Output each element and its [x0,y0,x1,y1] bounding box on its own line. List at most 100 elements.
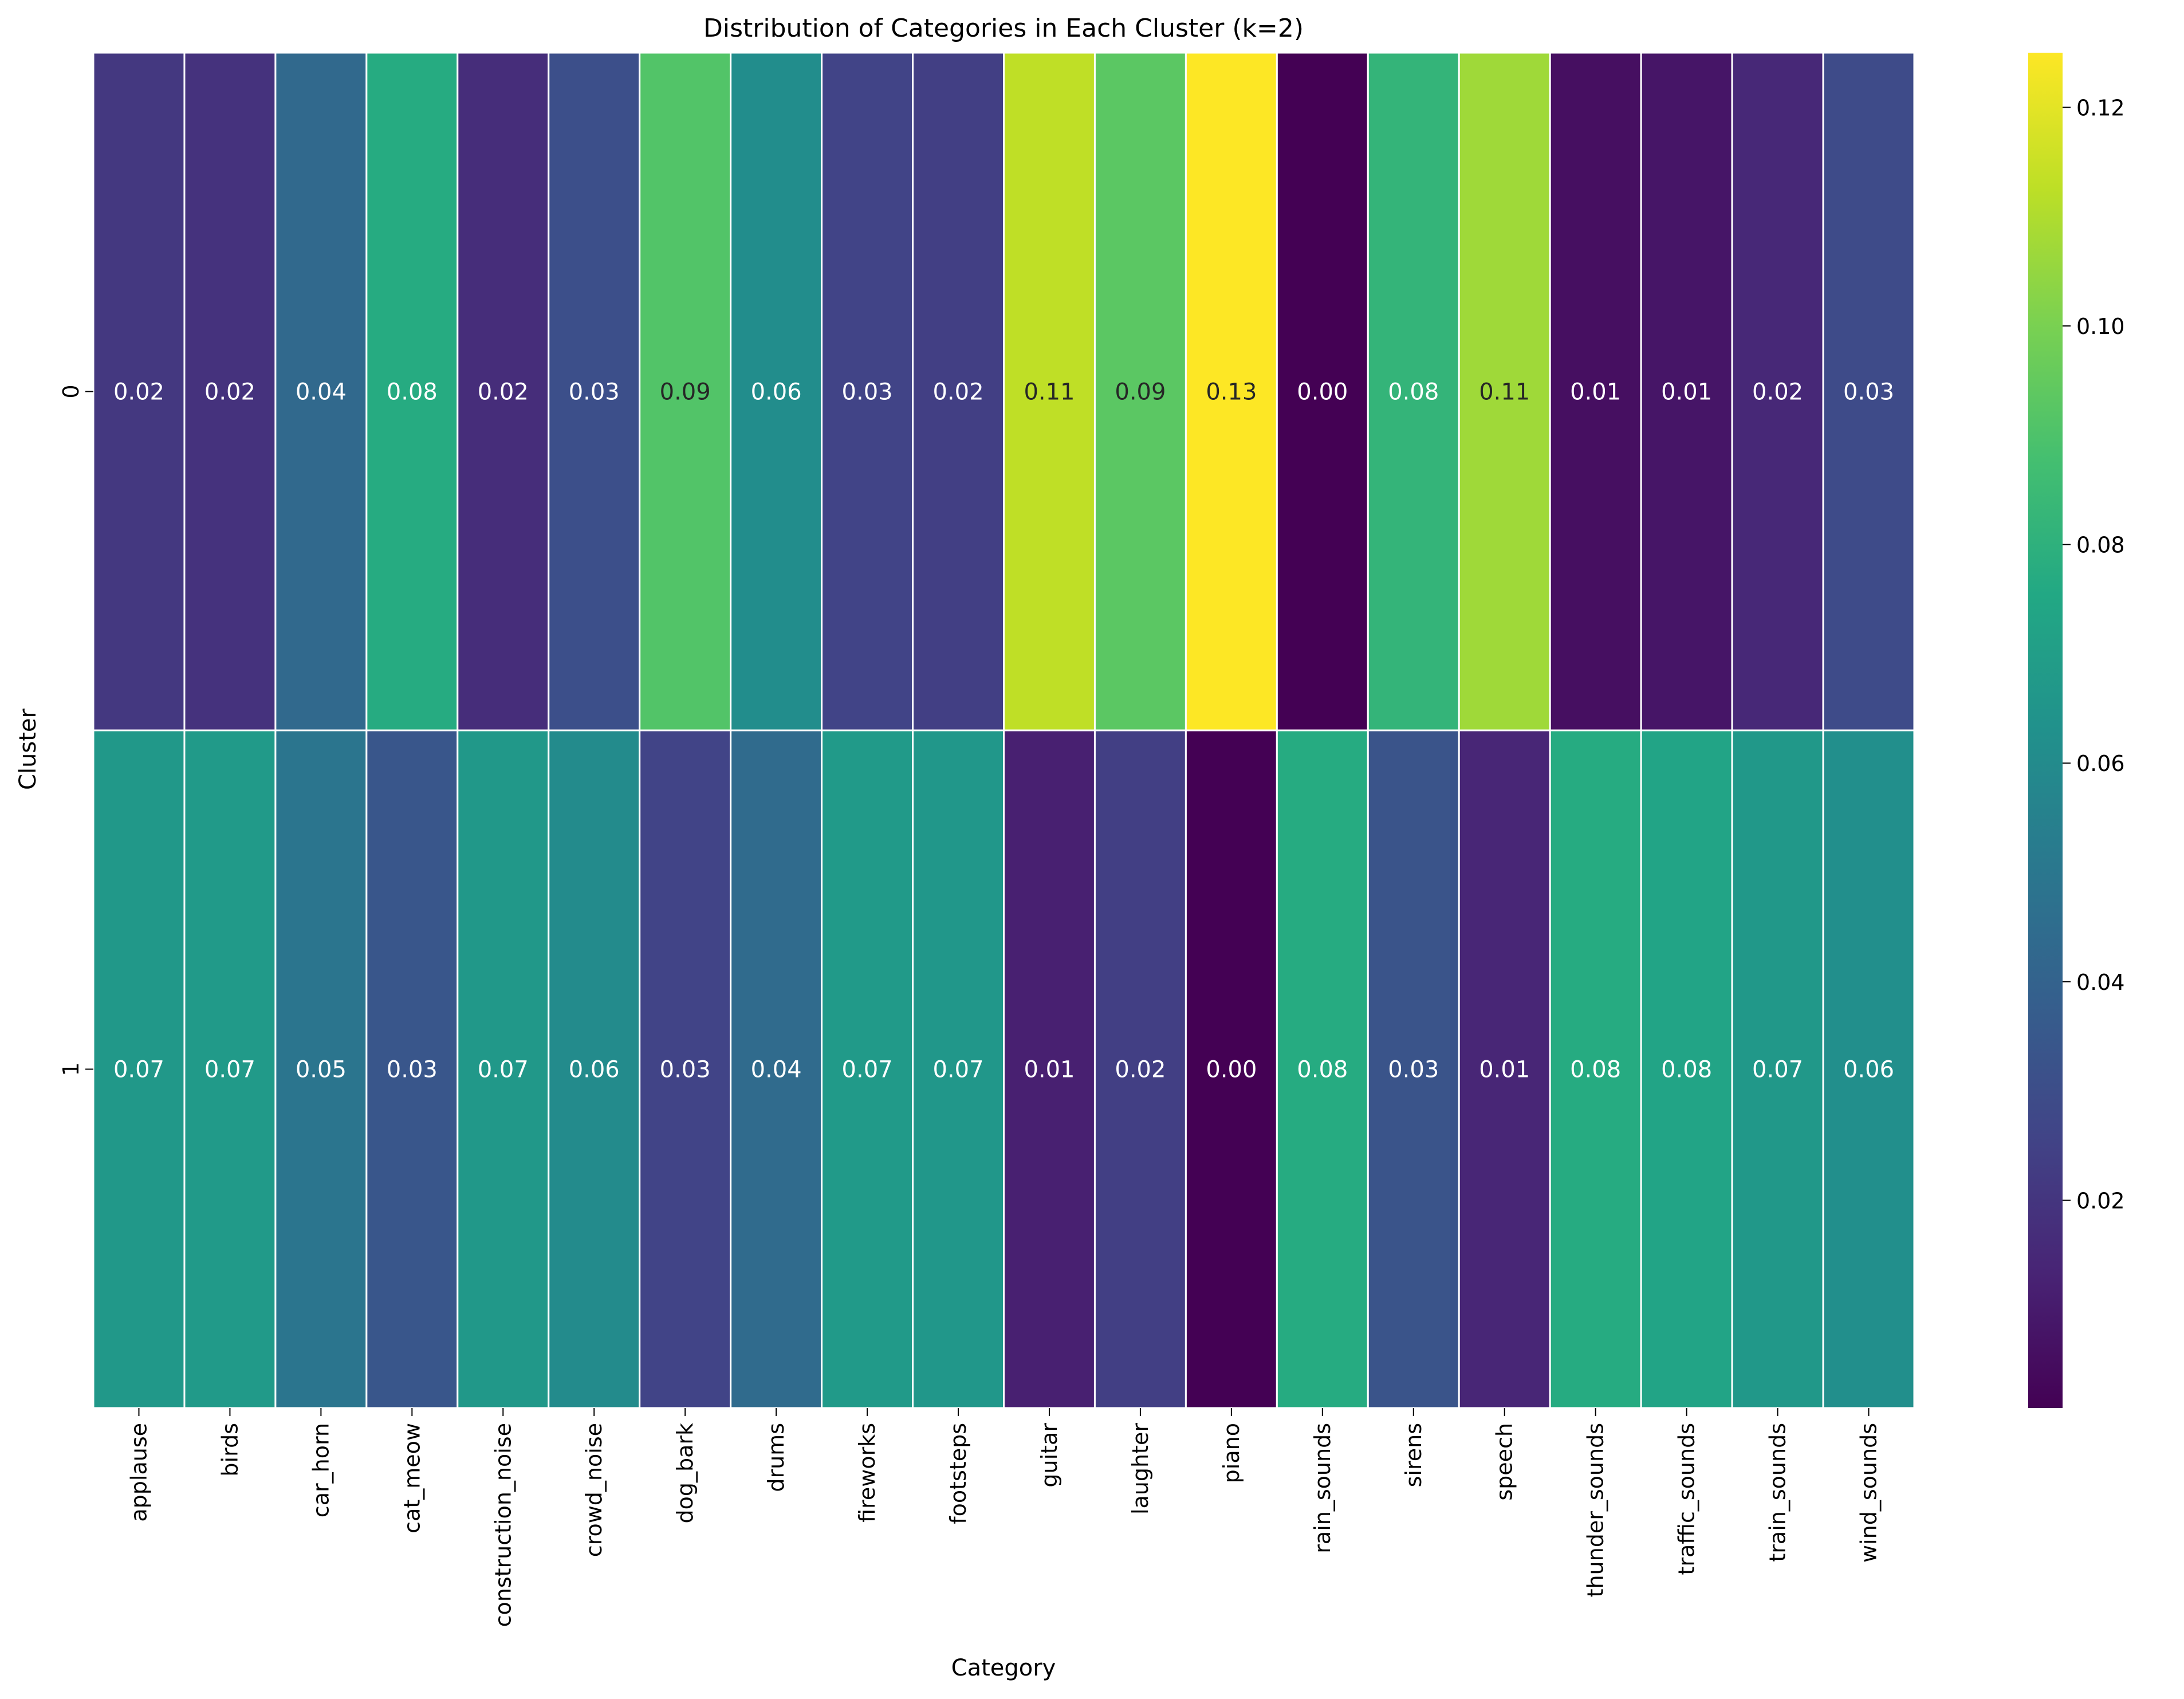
colorbar-tick-label: 0.10 [2076,314,2125,339]
colorbar-tick-label: 0.04 [2076,970,2125,995]
heatmap-cell-0-sirens [1367,52,1460,731]
colorbar-tick-label: 0.06 [2076,751,2125,776]
x-tick-label-speech: speech [1492,1423,1517,1501]
x-tick-label-fireworks: fireworks [855,1423,880,1523]
cell-value-label: 0.02 [204,379,255,406]
cell-value-label: 0.04 [296,379,347,406]
heatmap-cell-1-applause [92,729,186,1409]
cell-value-label: 0.11 [1024,379,1075,406]
x-tick-label-sirens: sirens [1401,1423,1426,1487]
heatmap-cells [92,52,1915,1409]
x-tick-label-crowd_noise: crowd_noise [581,1423,607,1557]
cell-value-label: 0.11 [1479,379,1530,406]
heatmap-cell-1-dog_bark [639,729,732,1409]
heatmap-cell-0-crowd_noise [548,52,641,731]
heatmap-cell-1-wind_sounds [1822,729,1915,1409]
cell-value-label: 0.06 [1843,1057,1894,1083]
cell-value-label: 0.08 [1661,1057,1712,1083]
heatmap-cell-1-thunder_sounds [1549,729,1642,1409]
heatmap-cell-0-laughter [1093,52,1187,731]
heatmap-cell-labels: 0.02 0.02 0.04 0.08 0.02 0.03 0.09 0.06 0.03 0.02… [113,379,1894,1083]
cell-value-label: 0.02 [113,379,164,406]
cell-value-label: 0.03 [569,379,620,406]
cell-value-label: 0.02 [932,379,983,406]
x-tick-label-train_sounds: train_sounds [1765,1423,1791,1562]
cell-value-label: 0.07 [204,1057,255,1083]
cell-value-label: 0.03 [387,1057,438,1083]
cell-value-label: 0.07 [1752,1057,1803,1083]
heatmap-cell-0-applause [92,52,186,731]
heatmap-cell-0-speech [1458,52,1551,731]
colorbar-tick-label: 0.02 [2076,1188,2125,1213]
heatmap-cell-0-wind_sounds [1822,52,1915,731]
heatmap-cell-0-drums [730,52,823,731]
heatmap-cell-0-piano [1185,52,1278,731]
colorbar-tick-label: 0.12 [2076,95,2125,120]
cell-value-label: 0.00 [1297,379,1348,406]
heatmap-cell-1-car_horn [274,729,368,1409]
heatmap-cell-1-birds [183,729,277,1409]
cell-value-label: 0.06 [569,1057,620,1083]
x-tick-label-wind_sounds: wind_sounds [1856,1423,1882,1563]
x-axis-label: Category [951,1655,1056,1681]
x-tick-label-rain_sounds: rain_sounds [1310,1423,1335,1554]
cell-value-label: 0.13 [1206,379,1257,406]
heatmap-cell-1-drums [730,729,823,1409]
heatmap-cell-1-speech [1458,729,1551,1409]
x-tick-label-traffic_sounds: traffic_sounds [1674,1423,1699,1575]
heatmap-cell-0-cat_meow [365,52,459,731]
cell-value-label: 0.09 [1115,379,1166,406]
cell-value-label: 0.07 [842,1057,893,1083]
x-tick-label-laughter: laughter [1128,1423,1153,1515]
cell-value-label: 0.01 [1661,379,1712,406]
y-tick-label-0: 0 [58,384,84,398]
cell-value-label: 0.02 [478,379,529,406]
colorbar-tick-label: 0.08 [2076,533,2125,558]
heatmap-cell-1-sirens [1367,729,1460,1409]
x-tick-label-cat_meow: cat_meow [399,1423,424,1533]
cell-value-label: 0.08 [1570,1057,1621,1083]
cell-value-label: 0.03 [660,1057,711,1083]
cell-value-label: 0.04 [751,1057,802,1083]
heatmap-cell-0-traffic_sounds [1640,52,1733,731]
cell-value-label: 0.03 [1388,1057,1439,1083]
cell-value-label: 0.03 [842,379,893,406]
chart-title: Distribution of Categories in Each Clust… [703,14,1304,43]
y-axis-label: Cluster [15,708,41,790]
heatmap-cell-1-train_sounds [1731,729,1824,1409]
cell-value-label: 0.09 [660,379,711,406]
x-tick-label-applause: applause [126,1423,151,1522]
cell-value-label: 0.08 [1297,1057,1348,1083]
heatmap-cell-0-construction_noise [457,52,550,731]
x-tick-label-drums: drums [764,1423,789,1492]
cell-value-label: 0.07 [113,1057,164,1083]
cell-value-label: 0.01 [1479,1057,1530,1083]
cell-value-label: 0.02 [1115,1057,1166,1083]
cell-value-label: 0.01 [1024,1057,1075,1083]
x-tick-label-birds: birds [217,1423,242,1477]
cell-value-label: 0.06 [751,379,802,406]
x-axis-ticks: applause birds car_horn cat_meow constructio… [126,1408,1882,1627]
x-tick-label-thunder_sounds: thunder_sounds [1583,1423,1608,1597]
cell-value-label: 0.07 [932,1057,983,1083]
cell-value-label: 0.08 [1388,379,1439,406]
heatmap-cell-0-train_sounds [1731,52,1824,731]
colorbar-ticks: 0.02 0.04 0.06 0.08 0.10 0.12 [2063,95,2125,1213]
x-tick-label-guitar: guitar [1037,1423,1062,1488]
x-tick-label-dog_bark: dog_bark [672,1423,698,1524]
heatmap-cell-0-rain_sounds [1276,52,1369,731]
heatmap-cell-0-car_horn [274,52,368,731]
heatmap-cell-0-birds [183,52,277,731]
y-axis-ticks: 01 [58,384,93,1076]
cell-value-label: 0.02 [1752,379,1803,406]
colorbar [2028,53,2063,1408]
heatmap-cell-1-traffic_sounds [1640,729,1733,1409]
x-tick-label-footsteps: footsteps [946,1423,971,1524]
x-tick-label-piano: piano [1219,1423,1244,1483]
heatmap-cell-1-fireworks [821,729,914,1409]
cell-value-label: 0.05 [296,1057,347,1083]
cell-value-label: 0.03 [1843,379,1894,406]
cell-value-label: 0.01 [1570,379,1621,406]
